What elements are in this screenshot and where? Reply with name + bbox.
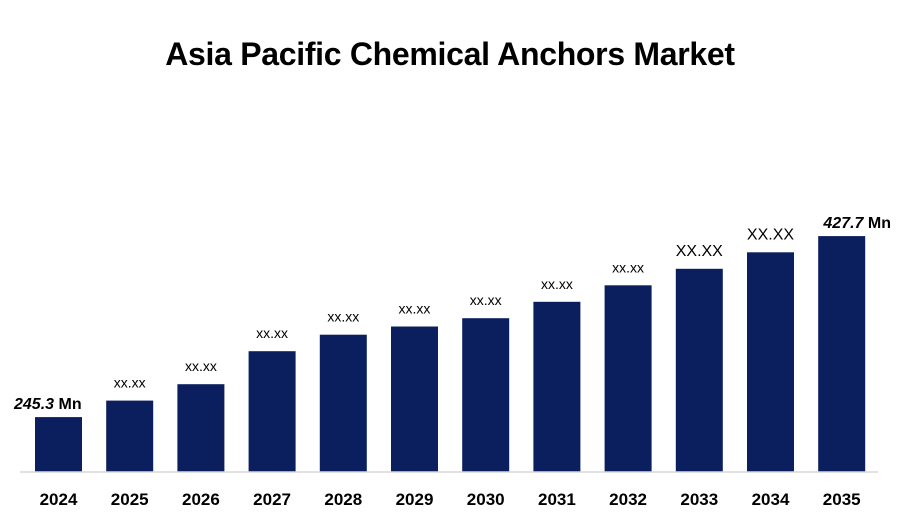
bar-2030	[462, 318, 510, 472]
data-label-2035: 427.7 Mn	[822, 215, 891, 232]
bar-2027	[248, 351, 296, 472]
x-tick-2033: 2033	[680, 490, 718, 509]
data-label-value: 427.7	[822, 215, 864, 232]
data-label-2030: xx.xx	[470, 292, 502, 308]
data-label-2028: xx.xx	[327, 309, 359, 325]
data-label-2026: xx.xx	[185, 358, 217, 374]
x-tick-2024: 2024	[40, 490, 78, 509]
labels-layer: 245.3 Mn xx.xx xx.xx xx.xx xx.xx xx.xx xx.xx xx…	[13, 215, 891, 413]
bar-2031	[533, 301, 581, 472]
x-tick-2026: 2026	[182, 490, 220, 509]
x-tick-2034: 2034	[752, 490, 790, 509]
data-label-2034: XX.XX	[747, 226, 794, 243]
data-label-2024: 245.3 Mn	[13, 396, 82, 413]
bar-2025	[106, 400, 154, 472]
x-tick-2032: 2032	[609, 490, 647, 509]
data-label-2025: xx.xx	[114, 375, 146, 391]
data-label-2027: xx.xx	[256, 325, 288, 341]
data-label-unit: Mn	[863, 215, 891, 232]
bar-2026	[177, 384, 225, 472]
bar-2035	[818, 236, 866, 472]
bar-2024	[35, 417, 82, 472]
x-tick-2031: 2031	[538, 490, 576, 509]
bars-layer	[35, 236, 866, 472]
x-tick-2030: 2030	[467, 490, 505, 509]
bar-2029	[391, 326, 438, 472]
bar-2032	[604, 285, 652, 472]
bar-2028	[319, 334, 367, 472]
data-label-2029: xx.xx	[399, 301, 431, 317]
x-tick-2029: 2029	[396, 490, 434, 509]
data-label-2032: xx.xx	[612, 259, 644, 275]
x-tick-2028: 2028	[324, 490, 362, 509]
data-label-value: 245.3	[13, 396, 54, 413]
bar-2034	[747, 252, 794, 472]
chart-title: Asia Pacific Chemical Anchors Market	[165, 36, 735, 72]
data-label-unit: Mn	[54, 396, 82, 413]
x-tick-2027: 2027	[253, 490, 291, 509]
x-tick-2025: 2025	[111, 490, 149, 509]
data-label-2033: XX.XX	[676, 243, 723, 260]
x-axis-ticks: 2024 2025 2026 2027 2028 2029 2030 2031 2032 2033…	[40, 490, 861, 509]
bar-2033	[675, 268, 723, 472]
data-label-2031: xx.xx	[541, 276, 573, 292]
x-tick-2035: 2035	[823, 490, 861, 509]
